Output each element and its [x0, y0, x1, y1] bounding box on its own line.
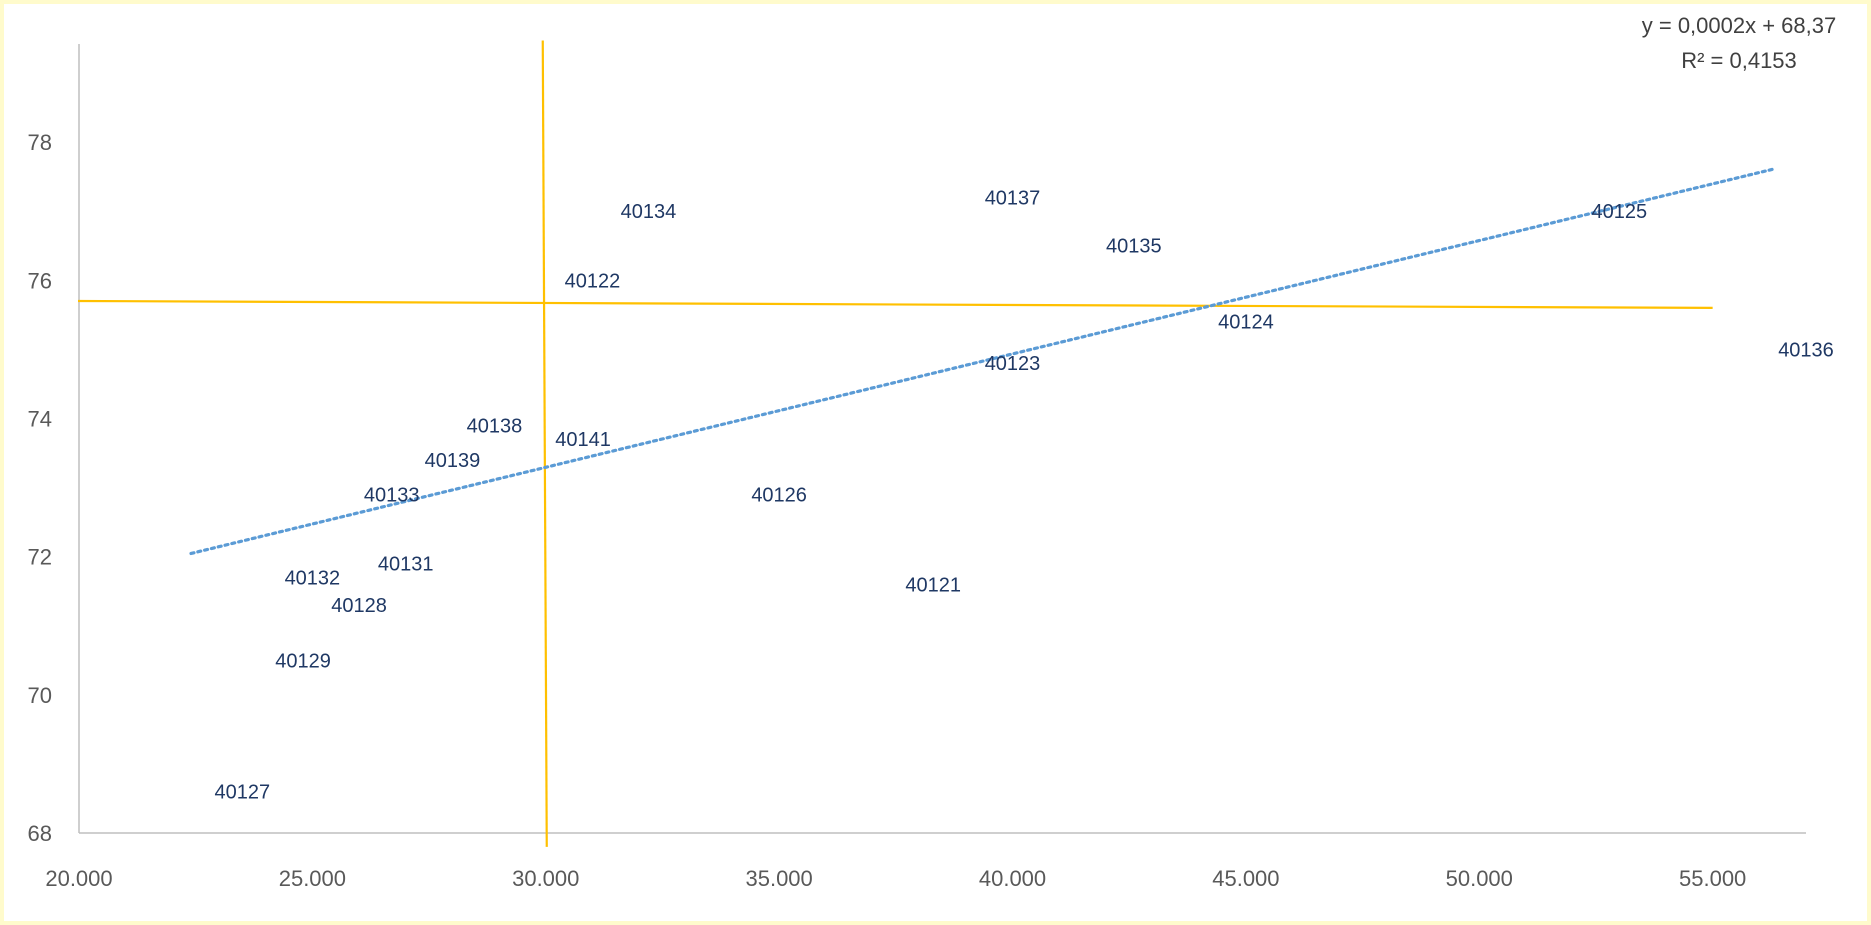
- data-point-label: 40127: [215, 782, 271, 804]
- data-point-label: 40138: [467, 415, 523, 437]
- data-point-label: 40139: [425, 450, 481, 472]
- x-tick-label: 50.000: [1446, 866, 1513, 891]
- data-point-label: 40132: [285, 567, 341, 589]
- y-tick-label: 74: [28, 406, 52, 431]
- data-point-label: 40131: [378, 554, 434, 576]
- x-tick-label: 25.000: [279, 866, 346, 891]
- data-point-label: 40121: [905, 574, 961, 596]
- trendline-r-squared: R² = 0,4153: [1681, 48, 1797, 73]
- trendline-group: [189, 167, 1775, 556]
- vertical-reference-line: [541, 40, 548, 847]
- data-point-label: 40136: [1778, 339, 1834, 361]
- point-labels: 40121 40122 40123 40124 40125 40126 40127 40128…: [215, 187, 1834, 803]
- x-tick-label: 20.000: [45, 866, 112, 891]
- x-tick-label: 30.000: [512, 866, 579, 891]
- x-tick-label: 35.000: [745, 866, 812, 891]
- data-point-label: 40122: [565, 270, 621, 292]
- y-tick-label: 76: [28, 268, 52, 293]
- y-tick-label: 78: [28, 130, 52, 155]
- axes: [78, 44, 1806, 834]
- x-tick-label: 55.000: [1679, 866, 1746, 891]
- data-point-label: 40133: [364, 484, 420, 506]
- horizontal-reference-line: [77, 299, 1713, 310]
- data-point-label: 40125: [1591, 201, 1647, 223]
- data-point-label: 40128: [331, 595, 387, 617]
- y-tick-label: 68: [28, 821, 52, 846]
- data-point-label: 40141: [555, 429, 611, 451]
- x-tick-label: 45.000: [1212, 866, 1279, 891]
- y-tick-label: 70: [28, 683, 52, 708]
- data-point-label: 40134: [621, 201, 677, 223]
- data-point-label: 40129: [275, 650, 331, 672]
- x-tick-label: 40.000: [979, 866, 1046, 891]
- data-point-label: 40124: [1218, 312, 1274, 334]
- data-point-label: 40123: [985, 353, 1041, 375]
- scatter-chart: 40121 40122 40123 40124 40125 40126 40127 40128…: [28, 13, 1837, 891]
- trendline: [189, 167, 1775, 556]
- trendline-equation: y = 0,0002x + 68,37: [1642, 13, 1837, 38]
- data-point-label: 40135: [1106, 236, 1162, 258]
- data-point-label: 40126: [751, 484, 807, 506]
- tick-labels: 68 70 72 74 76 78 20.000 25.000 30.000 35.000 40.0…: [28, 130, 1747, 891]
- y-tick-label: 72: [28, 545, 52, 570]
- data-point-label: 40137: [985, 187, 1041, 209]
- reference-lines: [77, 40, 1713, 847]
- chart-frame: 40121 40122 40123 40124 40125 40126 40127 40128…: [4, 4, 1867, 921]
